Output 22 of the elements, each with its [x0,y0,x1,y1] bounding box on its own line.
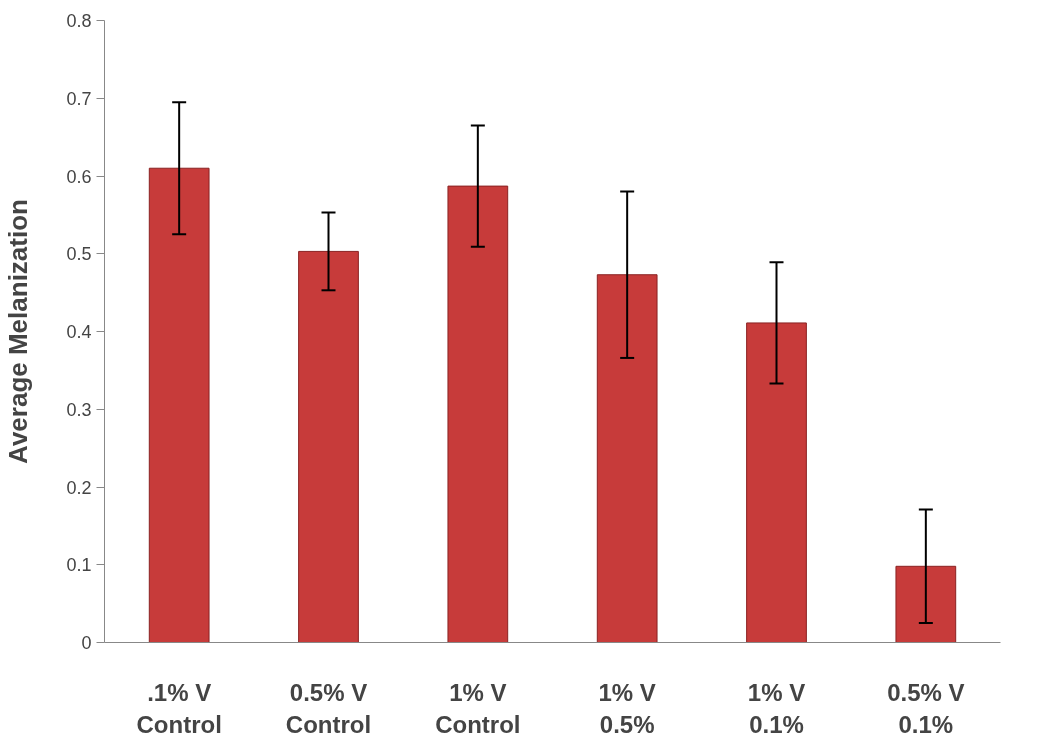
x-tick-label: 1% V 0.5% [598,678,656,738]
y-tick-label: 0 [81,633,92,653]
x-tick-label: 1% V Control [435,678,521,738]
y-axis-title: Average Melanization [3,199,34,464]
y-tick-label: 0.1 [66,555,92,576]
y-tick-label: 0.6 [66,166,92,187]
y-tick-label: 0.3 [66,399,92,420]
bar [298,250,359,643]
x-tick-label: 1% V 0.1% [747,678,806,738]
bar [746,322,807,643]
x-tick-label: 0.5% V 0.1% [887,678,965,738]
bar [148,167,210,643]
y-tick-label: 0.5 [66,244,92,265]
bar [895,565,957,643]
x-tick-label: .1% V Control [136,678,222,738]
y-tick-label: 0.8 [66,11,92,31]
y-tick-label: 0.4 [66,322,92,342]
x-tick-label: 0.5% V Control [285,678,372,738]
bar [596,274,658,643]
y-tick-label: 0.7 [66,88,92,109]
y-tick-label: 0.2 [66,477,92,498]
bar [447,185,509,643]
